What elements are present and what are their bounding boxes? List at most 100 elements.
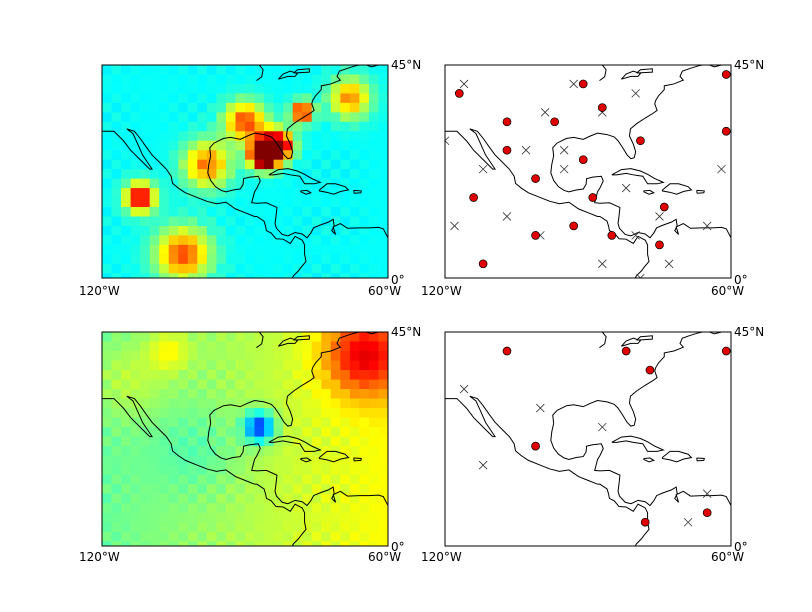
- heatmap-cell: [130, 197, 141, 208]
- heatmap-cell: [235, 398, 246, 409]
- heatmap-cell: [330, 235, 341, 246]
- heatmap-cell: [292, 427, 303, 438]
- heatmap-cell: [292, 159, 303, 170]
- heatmap-cell: [121, 370, 132, 381]
- coastline-path: [102, 128, 307, 278]
- heatmap-cell: [197, 541, 208, 546]
- heatmap-cell: [321, 541, 332, 546]
- heatmap-cell: [321, 351, 332, 362]
- heatmap-cell: [273, 83, 284, 94]
- heatmap-cell: [159, 93, 170, 104]
- heatmap-cell: [359, 188, 370, 199]
- heatmap-cell: [359, 436, 370, 447]
- heatmap-cell: [378, 188, 388, 199]
- heatmap-cell: [111, 341, 122, 352]
- heatmap-cell: [302, 235, 313, 246]
- heatmap-cell: [330, 465, 341, 476]
- heatmap-cell: [130, 332, 141, 343]
- heatmap-cell: [130, 408, 141, 419]
- heatmap-cell: [102, 398, 113, 409]
- heatmap-cell: [378, 216, 388, 227]
- heatmap-cell: [206, 474, 217, 485]
- station-dot-marker: [531, 231, 540, 240]
- heatmap-cell: [245, 159, 256, 170]
- heatmap-cell: [235, 455, 246, 466]
- heatmap-cell: [283, 178, 294, 189]
- heatmap-cell: [245, 169, 256, 180]
- station-dot-marker: [502, 117, 512, 127]
- heatmap-cell: [378, 522, 388, 533]
- heatmap-cell: [292, 254, 303, 265]
- station-dot-marker: [621, 346, 631, 356]
- heatmap-cell: [149, 531, 160, 542]
- heatmap-cell: [121, 541, 132, 546]
- heatmap-cell: [378, 140, 388, 151]
- heatmap-cell: [102, 207, 113, 218]
- map-background: [445, 65, 731, 278]
- heatmap-cell: [283, 522, 294, 533]
- heatmap-cell: [283, 417, 294, 428]
- heatmap-cell: [359, 197, 370, 208]
- heatmap-cell: [254, 244, 265, 255]
- heatmap-cell: [359, 235, 370, 246]
- heatmap-cell: [254, 225, 265, 236]
- heatmap-cell: [330, 169, 341, 180]
- heatmap-cell: [349, 112, 360, 123]
- heatmap-cell: [206, 398, 217, 409]
- heatmap-cell: [225, 474, 237, 485]
- heatmap-cell: [235, 427, 246, 438]
- station-markers: [459, 346, 731, 527]
- heatmap-cell: [111, 408, 122, 419]
- heatmap-cell: [340, 493, 351, 504]
- heatmap-cell: [302, 169, 313, 180]
- heatmap-cell: [378, 273, 388, 278]
- heatmap-cell: [225, 465, 237, 476]
- heatmap-cell: [302, 522, 313, 533]
- heatmap-cell: [111, 178, 122, 189]
- heatmap-cell: [378, 332, 388, 343]
- heatmap-cell: [197, 178, 208, 189]
- heatmap-cell: [359, 455, 370, 466]
- heatmap-cell: [216, 159, 227, 170]
- heatmap-cell: [178, 235, 189, 246]
- heatmap-cell: [254, 417, 265, 428]
- heatmap-cell: [311, 140, 322, 151]
- heatmap-cell: [187, 131, 198, 142]
- heatmap-cell: [330, 360, 341, 371]
- heatmap-cell: [292, 493, 303, 504]
- heatmap-cell: [245, 389, 256, 400]
- heatmap-cell: [368, 484, 380, 495]
- heatmap-cell: [283, 341, 294, 352]
- heatmap-cell: [245, 455, 256, 466]
- coastline-path: [353, 189, 362, 194]
- heatmap-cell: [254, 408, 265, 419]
- heatmap-cell: [321, 455, 332, 466]
- heatmap-cell: [292, 74, 303, 85]
- heatmap-cell: [359, 273, 370, 278]
- heatmap-cell: [368, 389, 380, 400]
- heatmap-cell: [340, 541, 351, 546]
- heatmap-cell: [321, 140, 332, 151]
- heatmap-cell: [311, 235, 322, 246]
- coastline-path: [318, 183, 350, 195]
- heatmap-cell: [273, 254, 284, 265]
- heatmap-cell: [140, 150, 151, 161]
- heatmap-cell: [311, 332, 322, 343]
- heatmap-cell: [368, 93, 380, 104]
- heatmap-cell: [140, 332, 151, 343]
- coastline-path: [445, 395, 650, 546]
- heatmap-cell: [368, 351, 380, 362]
- heatmap-cell: [273, 484, 284, 495]
- heatmap-cell: [121, 484, 132, 495]
- heatmap-cell: [130, 493, 141, 504]
- heatmap-cell: [149, 484, 160, 495]
- heatmap-cell: [235, 446, 246, 457]
- heatmap-cell: [245, 102, 256, 113]
- heatmap-cell: [140, 531, 151, 542]
- heatmap-cell: [292, 474, 303, 485]
- heatmap-cell: [130, 254, 141, 265]
- heatmap-cell: [159, 341, 170, 352]
- heatmap-cell: [168, 417, 179, 428]
- heatmap-cell: [187, 465, 198, 476]
